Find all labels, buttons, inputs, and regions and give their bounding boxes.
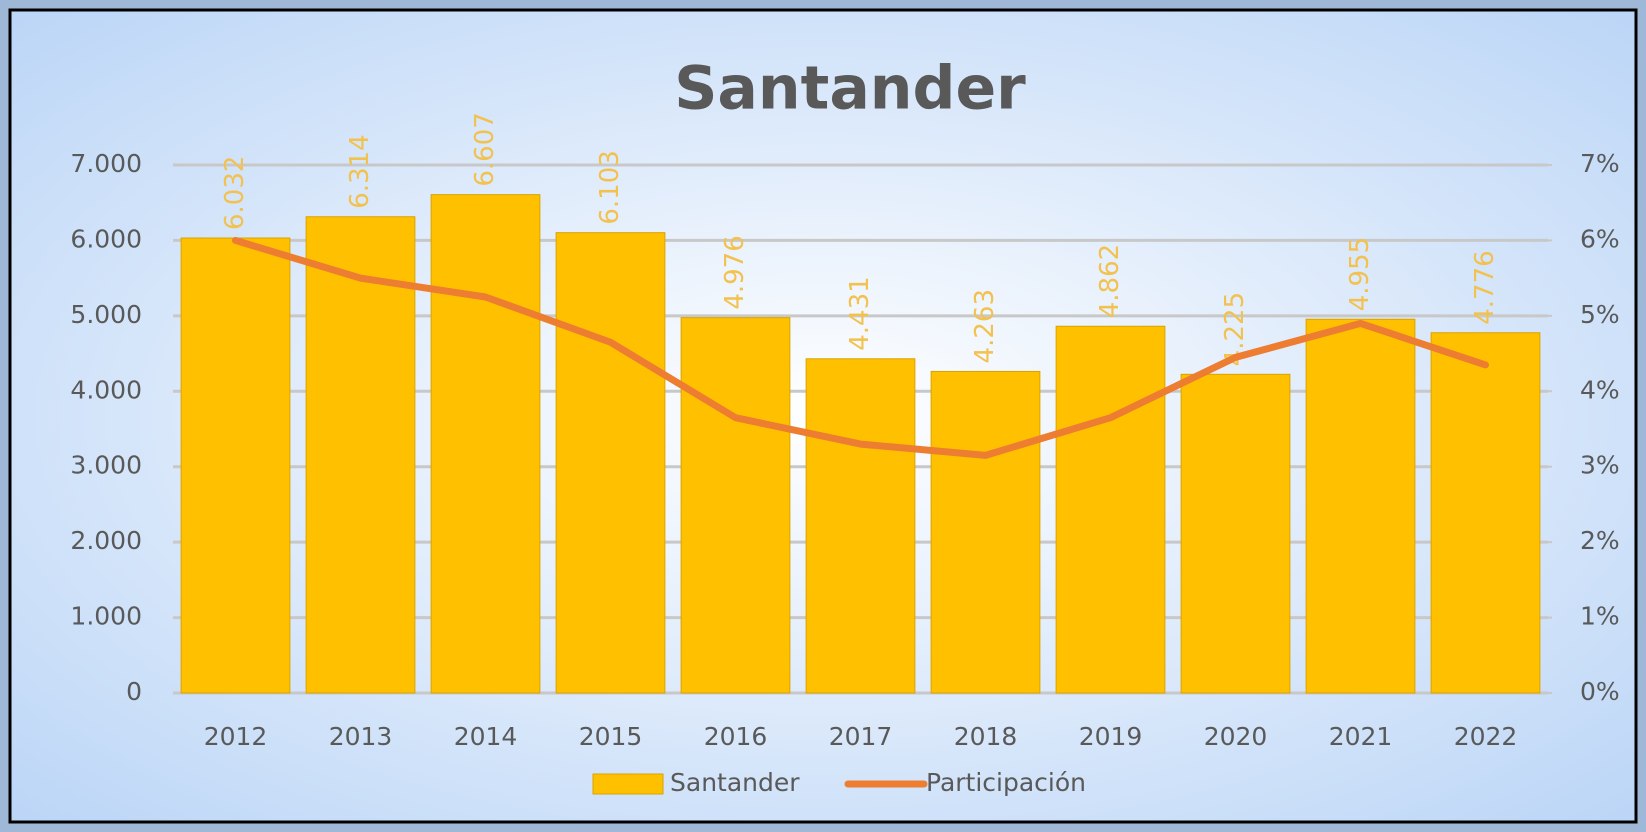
x-tick-label: 2014 bbox=[454, 722, 518, 751]
bar bbox=[1180, 373, 1291, 694]
x-tick-label: 2019 bbox=[1079, 722, 1143, 751]
y-tick-label: 4.000 bbox=[70, 375, 142, 404]
y-tick-label: 1.000 bbox=[70, 602, 142, 631]
x-tick-label: 2017 bbox=[829, 722, 893, 751]
y2-tick-label: 6% bbox=[1580, 224, 1620, 253]
data-label: 4.776 bbox=[1470, 250, 1500, 324]
bar bbox=[180, 237, 291, 694]
data-label: 6.607 bbox=[470, 112, 500, 186]
x-tick-label: 2016 bbox=[704, 722, 768, 751]
y-tick-label: 5.000 bbox=[70, 300, 142, 329]
legend-label: Participación bbox=[926, 768, 1086, 797]
y2-tick-label: 2% bbox=[1580, 526, 1620, 555]
x-tick-label: 2022 bbox=[1454, 722, 1518, 751]
bar bbox=[305, 216, 416, 694]
y2-tick-label: 5% bbox=[1580, 300, 1620, 329]
x-tick-label: 2013 bbox=[329, 722, 393, 751]
y2-tick-label: 3% bbox=[1580, 451, 1620, 480]
data-label: 4.862 bbox=[1095, 244, 1125, 318]
chart-title: Santander bbox=[674, 54, 1026, 124]
y-tick-label: 7.000 bbox=[70, 149, 142, 178]
data-label: 6.032 bbox=[220, 156, 250, 230]
bar bbox=[1430, 332, 1541, 694]
x-tick-label: 2018 bbox=[954, 722, 1018, 751]
bar bbox=[805, 358, 916, 694]
y2-tick-label: 7% bbox=[1580, 149, 1620, 178]
y2-tick-label: 4% bbox=[1580, 375, 1620, 404]
data-label: 4.976 bbox=[720, 235, 750, 309]
x-tick-label: 2020 bbox=[1204, 722, 1268, 751]
bar bbox=[1305, 318, 1416, 694]
y2-tick-label: 0% bbox=[1580, 677, 1620, 706]
bar bbox=[430, 194, 541, 694]
data-label: 4.955 bbox=[1345, 237, 1375, 311]
bar bbox=[555, 232, 666, 694]
y-tick-label: 6.000 bbox=[70, 224, 142, 253]
data-label: 4.263 bbox=[970, 289, 1000, 363]
data-label: 4.431 bbox=[845, 276, 875, 350]
legend-label: Santander bbox=[670, 768, 800, 797]
data-label: 6.314 bbox=[345, 134, 375, 208]
x-tick-label: 2012 bbox=[204, 722, 268, 751]
x-tick-label: 2015 bbox=[579, 722, 643, 751]
y-tick-label: 2.000 bbox=[70, 526, 142, 555]
bar bbox=[680, 317, 791, 694]
line bbox=[232, 236, 1489, 459]
y-tick-label: 0 bbox=[126, 677, 142, 706]
data-label: 6.103 bbox=[595, 150, 625, 224]
y2-tick-label: 1% bbox=[1580, 602, 1620, 631]
bar bbox=[930, 370, 1041, 694]
x-tick-label: 2021 bbox=[1329, 722, 1393, 751]
y-tick-label: 3.000 bbox=[70, 451, 142, 480]
legend-swatch bbox=[592, 773, 664, 795]
bar bbox=[1055, 325, 1166, 694]
